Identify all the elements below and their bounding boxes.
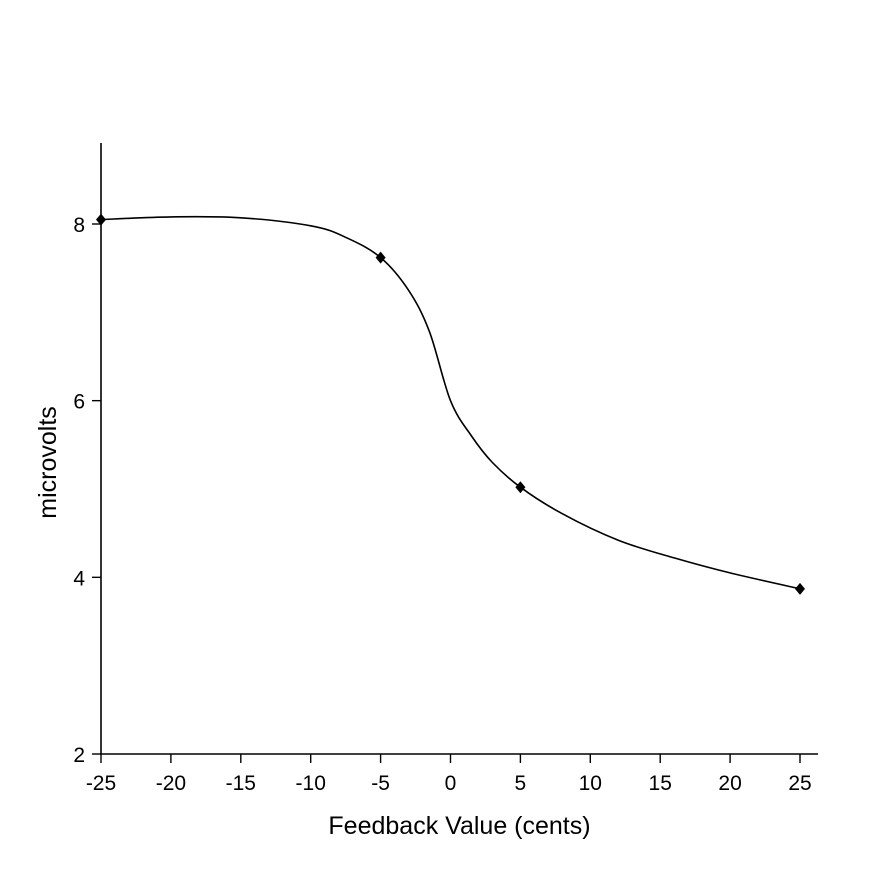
x-tick-label: 20 (718, 772, 741, 795)
x-tick-label: 5 (515, 772, 527, 795)
series-line (100, 215, 801, 590)
data-point (795, 582, 805, 595)
x-tick-label: 0 (445, 772, 457, 795)
x-tick-label: -10 (296, 772, 326, 795)
data-point (375, 251, 386, 264)
x-tick-label: -5 (371, 772, 390, 795)
x-tick-label: -25 (86, 772, 116, 795)
y-ticks: 2 4 6 8 (73, 214, 101, 767)
data-point (96, 213, 106, 226)
data-markers (96, 213, 805, 595)
x-tick-label: 10 (579, 772, 602, 795)
y-tick-label: 4 (73, 567, 85, 590)
x-tick-label: -15 (226, 772, 256, 795)
x-tick-label: 15 (649, 772, 672, 795)
y-tick-label: 6 (73, 391, 85, 414)
data-point (515, 481, 526, 494)
y-axis-title: microvolts (34, 406, 62, 519)
x-tick-label: -20 (156, 772, 186, 795)
x-tick-label: 25 (788, 772, 811, 795)
axes (100, 143, 818, 755)
y-tick-label: 2 (73, 744, 85, 767)
y-tick-label: 8 (73, 214, 85, 237)
x-axis-title: Feedback Value (cents) (328, 812, 590, 840)
x-ticks: -25 -20 -15 -10 -5 0 5 10 15 20 25 (86, 754, 812, 795)
